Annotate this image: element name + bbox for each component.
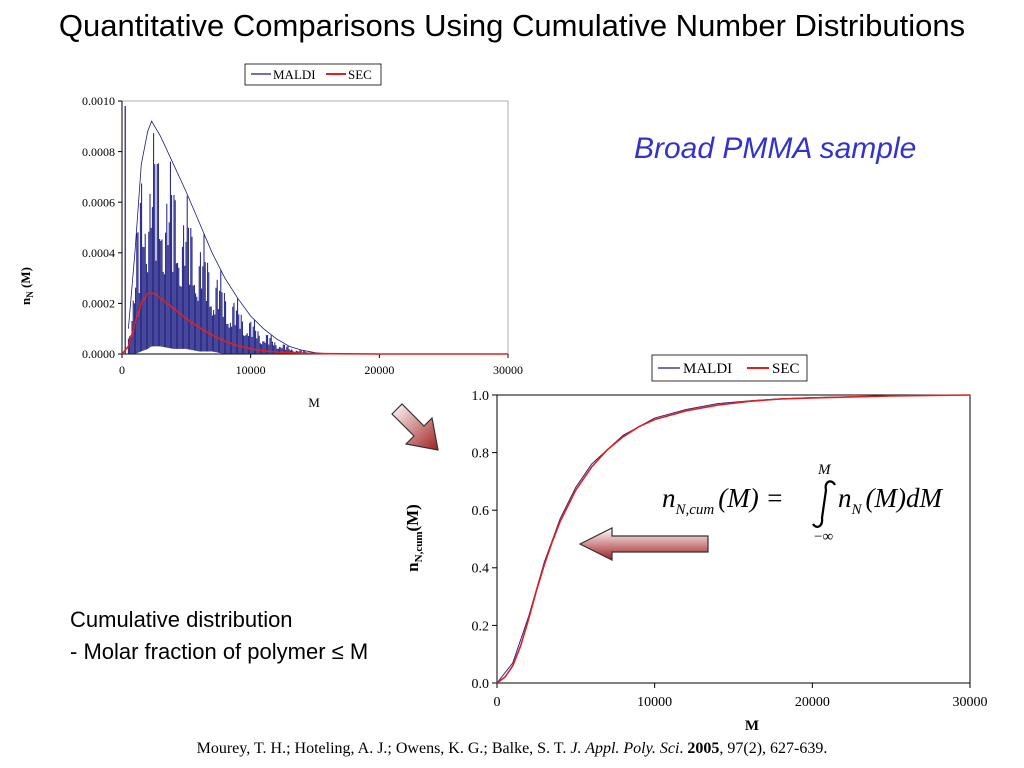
x-tick-label: 30000 — [953, 695, 988, 710]
y-tick-label: 0.6 — [472, 504, 490, 519]
x-tick-label: 20000 — [795, 695, 830, 710]
legend-label-sec: SEC — [772, 361, 800, 377]
legend-label-sec: SEC — [348, 67, 372, 82]
x-tick-label: 0 — [494, 695, 501, 710]
y-tick-label: 0.0002 — [82, 297, 115, 311]
citation-rest: , 97(2), 627-639. — [719, 740, 828, 757]
cumulative-description: Cumulative distribution - Molar fraction… — [70, 604, 368, 668]
legend-top-chart: MALDI SEC — [244, 63, 382, 86]
y-tick-label: 0.0 — [472, 677, 490, 692]
y-axis-label: nN (M) — [18, 267, 35, 305]
citation-authors: Mourey, T. H.; Hoteling, A. J.; Owens, K… — [196, 740, 571, 757]
maldi-cumulative-line — [496, 394, 971, 684]
slide-title: Quantitative Comparisons Using Cumulativ… — [58, 8, 966, 43]
y-tick-label: 0.0010 — [82, 94, 115, 108]
maldi-envelope — [128, 120, 328, 355]
plot-area-border — [496, 394, 971, 684]
sec-cumulative-line — [496, 394, 971, 684]
y-tick-label: 0.0004 — [82, 246, 115, 260]
x-axis-label: M — [745, 718, 759, 734]
number-distribution-chart: 0.0000 0.0002 0.0004 0.0006 0.0008 0.0010 0 100… — [18, 63, 523, 410]
x-tick-label: 0 — [119, 363, 125, 377]
sec-series-line — [121, 292, 508, 355]
y-tick-label: 0.4 — [472, 562, 490, 577]
legend-bottom-chart: MALDI SEC — [651, 354, 808, 382]
cumulative-line-2: - Molar fraction of polymer ≤ M — [70, 639, 369, 664]
legend-label-maldi: MALDI — [683, 361, 732, 377]
svg-text:−∞: −∞ — [814, 529, 833, 545]
y-tick-label: 1.0 — [472, 389, 490, 404]
y-tick-label: 0.0006 — [82, 195, 115, 209]
cumulative-distribution-chart: 0.0 0.2 0.4 0.6 0.8 1.0 0 10000 20000 30000 MALDI… — [403, 354, 988, 734]
y-axis-label: nN,cum(M) — [403, 504, 425, 572]
left-arrow — [578, 527, 709, 561]
cumulative-line-1: Cumulative distribution — [70, 607, 293, 632]
svg-text:M: M — [817, 462, 832, 478]
diagonal-arrow — [391, 403, 439, 451]
legend-label-maldi: MALDI — [273, 67, 316, 82]
y-tick-label: 0.8 — [472, 447, 490, 462]
x-tick-label: 30000 — [493, 363, 523, 377]
x-tick-label: 10000 — [236, 363, 266, 377]
maldi-spectrum-series — [124, 106, 508, 355]
citation: Mourey, T. H.; Hoteling, A. J.; Owens, K… — [0, 740, 1024, 758]
citation-dot: . — [679, 740, 688, 757]
x-tick-label: 10000 — [637, 695, 672, 710]
svg-text:nN(M)dM: nN (M)dM — [838, 483, 943, 518]
citation-year: 2005 — [687, 740, 720, 757]
y-tick-label: 0.0008 — [82, 145, 115, 159]
maldi-spectrum-lines — [127, 133, 327, 354]
x-tick-label: 20000 — [364, 363, 394, 377]
x-axis-label: M — [308, 395, 320, 410]
cumulative-equation: nN,cum (M) = M −∞ nN (M)dM — [662, 462, 943, 545]
y-tick-label: 0.0000 — [82, 347, 115, 361]
sample-subtitle: Broad PMMA sample — [634, 132, 917, 165]
integral-sign — [812, 480, 836, 528]
citation-journal: J. Appl. Poly. Sci — [570, 740, 680, 757]
svg-text:nN,cum(M) =: nN,cum (M) = — [662, 483, 784, 518]
y-tick-label: 0.2 — [472, 619, 490, 634]
